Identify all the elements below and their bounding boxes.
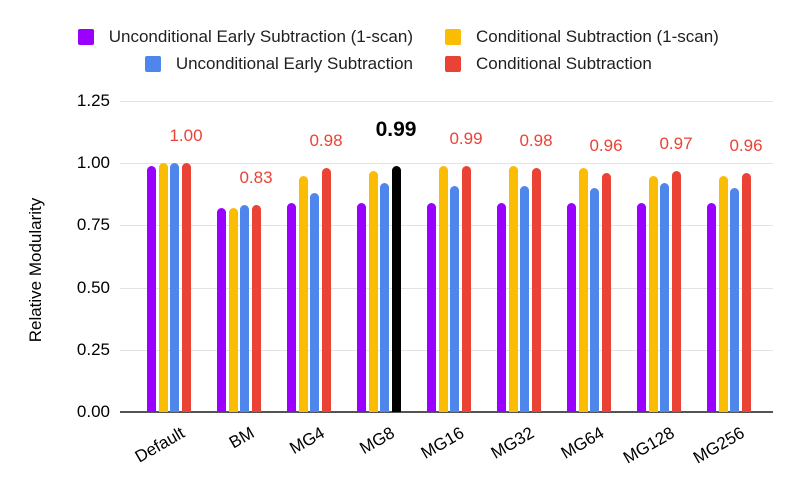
bar-mg4-conditional-subtraction: [321, 168, 331, 412]
y-axis-tick: 0.00: [76, 402, 110, 421]
legend-item-unconditional-early-subtraction-1-scan: Unconditional Early Subtraction (1-scan): [77, 27, 413, 47]
x-axis-label-mg128: MG128: [619, 423, 678, 468]
bar-mg32-unconditional-early-subtraction: [520, 185, 529, 412]
legend-row: Unconditional Early Subtraction (1-scan)…: [0, 27, 797, 47]
data-label-mg32: 0.98: [519, 131, 553, 151]
bar-bm-conditional-subtraction: [251, 205, 261, 412]
bar-mg64-unconditional-early-subtraction: [590, 188, 599, 412]
data-label-mg8: 0.99: [375, 117, 417, 141]
bar-mg4-unconditional-early-subtraction-1-scan: [287, 203, 296, 412]
data-label-default: 1.00: [169, 126, 203, 146]
x-axis-label-bm: BM: [226, 423, 258, 453]
bar-default-unconditional-early-subtraction-1-scan: [147, 165, 156, 412]
bar-default-conditional-subtraction: [181, 163, 191, 412]
bar-mg128-unconditional-early-subtraction-1-scan: [637, 203, 646, 412]
bar-mg128-unconditional-early-subtraction: [660, 183, 669, 412]
legend-cell: Unconditional Early Subtraction: [0, 54, 413, 74]
x-axis-label-mg64: MG64: [558, 423, 608, 463]
x-axis-label-mg256: MG256: [689, 423, 748, 468]
x-axis-label-mg16: MG16: [418, 423, 468, 463]
legend-cell: Conditional Subtraction (1-scan): [445, 27, 719, 47]
bar-bm-unconditional-early-subtraction: [240, 205, 249, 412]
bar-mg4-unconditional-early-subtraction: [310, 193, 319, 412]
y-axis-tick: 0.75: [76, 215, 110, 235]
bar-mg32-unconditional-early-subtraction-1-scan: [497, 203, 506, 412]
legend-swatch-icon: [144, 56, 161, 72]
bar-mg8-unconditional-early-subtraction-1-scan: [357, 203, 366, 412]
bar-mg16-unconditional-early-subtraction: [450, 185, 459, 412]
y-axis-tick: 1.00: [76, 153, 110, 173]
y-axis-title: Relative Modularity: [26, 197, 45, 343]
data-label-mg4: 0.98: [309, 131, 343, 151]
bar-mg32-conditional-subtraction-1-scan: [508, 165, 518, 412]
legend-swatch-icon: [445, 56, 461, 72]
legend-item-conditional-subtraction-1-scan: Conditional Subtraction (1-scan): [445, 27, 719, 47]
bar-mg64-conditional-subtraction: [601, 173, 611, 412]
data-label-mg64: 0.96: [589, 136, 623, 156]
y-axis-tick: 1.25: [76, 91, 110, 110]
bar-mg256-unconditional-early-subtraction: [730, 188, 739, 412]
x-axis-line: [120, 411, 773, 413]
legend-label: Conditional Subtraction (1-scan): [476, 27, 719, 46]
bar-default-conditional-subtraction-1-scan: [158, 163, 168, 412]
bar-mg64-unconditional-early-subtraction-1-scan: [567, 203, 576, 412]
gridline: [120, 163, 773, 165]
bar-mg256-unconditional-early-subtraction-1-scan: [707, 203, 716, 412]
bar-mg32-conditional-subtraction: [531, 168, 541, 412]
bar-mg8-unconditional-early-subtraction: [380, 183, 389, 412]
y-axis-tick: 0.50: [76, 277, 110, 297]
legend-cell: Conditional Subtraction: [445, 54, 652, 74]
x-axis-label-mg8: MG8: [356, 423, 398, 459]
x-axis-label-mg4: MG4: [286, 423, 328, 459]
legend-item-unconditional-early-subtraction: Unconditional Early Subtraction: [144, 54, 413, 74]
data-label-mg128: 0.97: [659, 133, 693, 153]
gridline: [120, 101, 773, 102]
bar-mg128-conditional-subtraction: [671, 170, 681, 412]
bar-mg128-conditional-subtraction-1-scan: [648, 175, 658, 412]
legend-item-conditional-subtraction: Conditional Subtraction: [445, 54, 652, 74]
bar-mg64-conditional-subtraction-1-scan: [578, 168, 588, 412]
bar-mg256-conditional-subtraction-1-scan: [718, 175, 728, 412]
bar-bm-conditional-subtraction-1-scan: [228, 207, 238, 412]
data-label-mg16: 0.99: [449, 128, 483, 148]
legend-swatch-icon: [77, 29, 94, 45]
y-axis-tick: 0.25: [76, 339, 110, 359]
bar-mg8-conditional-subtraction: [391, 165, 401, 412]
bar-mg16-conditional-subtraction-1-scan: [438, 165, 448, 412]
bar-default-unconditional-early-subtraction: [170, 163, 179, 412]
x-axis-label-mg32: MG32: [488, 423, 538, 463]
bar-bm-unconditional-early-subtraction-1-scan: [217, 207, 226, 412]
legend-cell: Unconditional Early Subtraction (1-scan): [0, 27, 413, 47]
bar-mg256-conditional-subtraction: [741, 173, 751, 412]
data-label-bm: 0.83: [239, 168, 273, 188]
x-axis-label-default: Default: [131, 423, 188, 467]
bar-mg16-unconditional-early-subtraction-1-scan: [427, 203, 436, 412]
legend-label: Unconditional Early Subtraction (1-scan): [108, 27, 413, 46]
data-label-mg256: 0.96: [729, 136, 763, 156]
legend-row: Unconditional Early Subtraction Condition…: [0, 54, 797, 74]
legend-label: Unconditional Early Subtraction: [175, 54, 413, 73]
bar-mg4-conditional-subtraction-1-scan: [298, 175, 308, 412]
bar-mg8-conditional-subtraction-1-scan: [368, 170, 378, 412]
bar-mg16-conditional-subtraction: [461, 165, 471, 412]
legend-label: Conditional Subtraction: [476, 54, 652, 73]
legend-swatch-icon: [445, 29, 461, 45]
